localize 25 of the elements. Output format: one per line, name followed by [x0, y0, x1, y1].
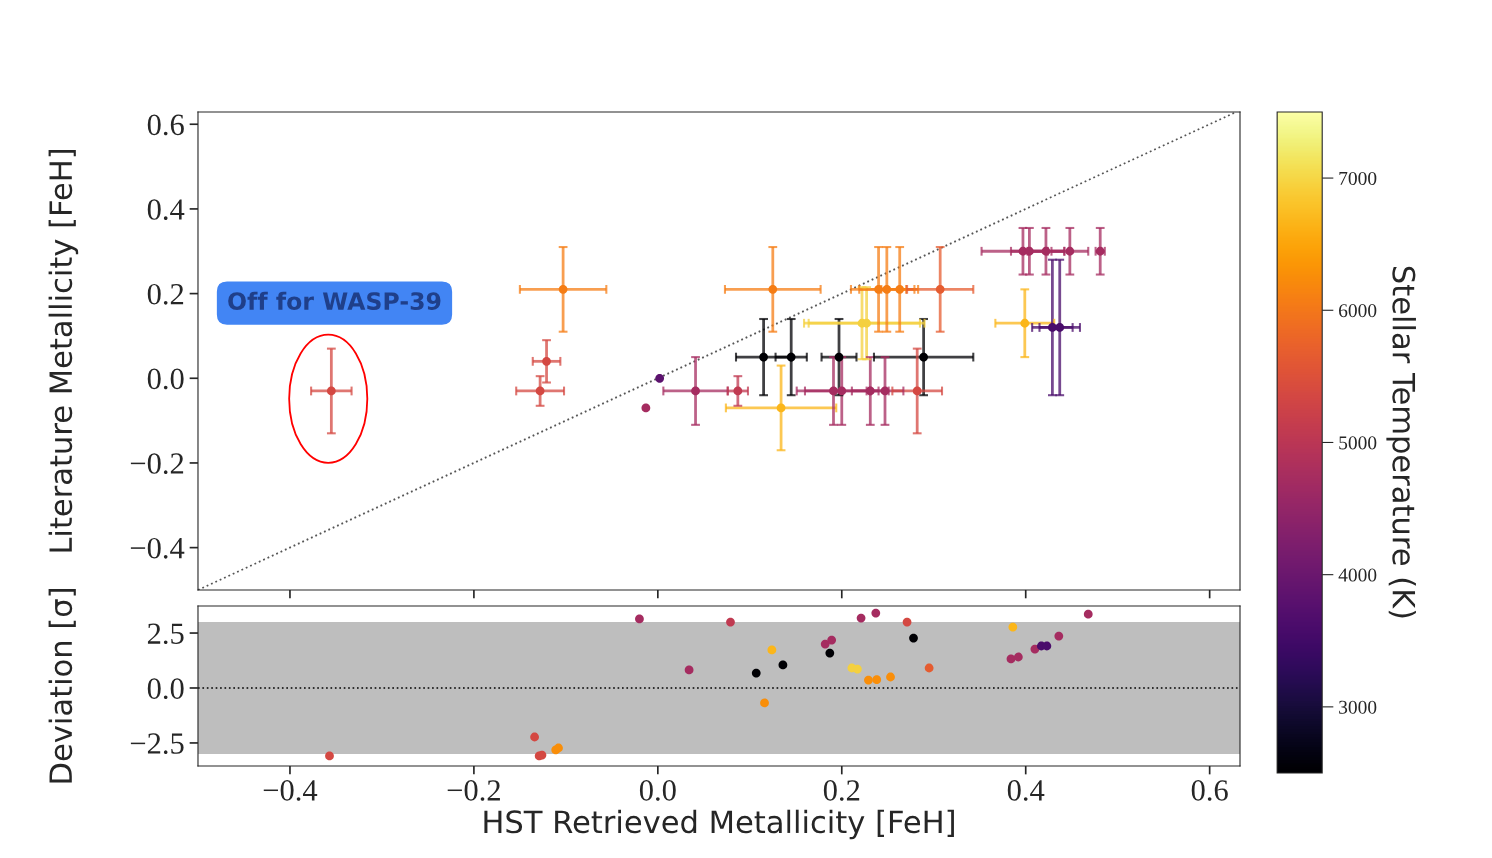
y-tick-label: −2.5 [130, 733, 184, 754]
x-tick-label: 0.4 [1007, 780, 1045, 801]
color-bar-title: Stellar Temperature (K) [1386, 266, 1416, 618]
x-tick-label: −0.2 [447, 780, 500, 801]
y-tick-label: 0.6 [147, 114, 184, 136]
x-tick-label: 0.2 [823, 780, 860, 801]
y-tick-label: 0.4 [147, 199, 185, 220]
color-bar-label: 3000 [1339, 700, 1377, 714]
y-tick-label: 2.5 [147, 623, 184, 645]
x-tick-label: 0.0 [639, 780, 676, 801]
x-axis-title: HST Retrieved Metallicity [FeH] [484, 809, 954, 840]
y-tick-label: −0.2 [130, 453, 184, 474]
color-bar-label: 5000 [1339, 436, 1377, 450]
color-bar-label: 4000 [1338, 568, 1377, 582]
y-tick-label: 0.2 [147, 283, 184, 305]
y-tick-label: −0.4 [130, 537, 185, 559]
color-bar-label: 7000 [1339, 171, 1377, 186]
y-tick-label: 0.0 [147, 678, 184, 700]
annotation: Off for WASP-39 [228, 291, 441, 311]
y-axis-title: Deviation [σ] [48, 589, 76, 783]
color-bar-label: 6000 [1339, 304, 1377, 318]
x-tick-label: 0.6 [1191, 780, 1228, 801]
x-tick-label: −0.4 [263, 780, 318, 801]
y-tick-label: 0.0 [147, 368, 184, 390]
y-axis-title: Literature Metallicity [FeH] [48, 149, 79, 552]
